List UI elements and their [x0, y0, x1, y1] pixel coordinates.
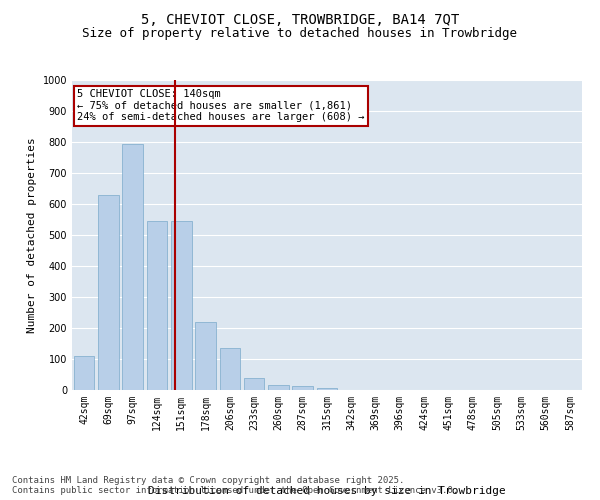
- Y-axis label: Number of detached properties: Number of detached properties: [27, 137, 37, 333]
- X-axis label: Distribution of detached houses by size in Trowbridge: Distribution of detached houses by size …: [148, 486, 506, 496]
- Text: 5, CHEVIOT CLOSE, TROWBRIDGE, BA14 7QT: 5, CHEVIOT CLOSE, TROWBRIDGE, BA14 7QT: [141, 12, 459, 26]
- Bar: [98, 194, 119, 390]
- Text: 5 CHEVIOT CLOSE: 140sqm
← 75% of detached houses are smaller (1,861)
24% of semi: 5 CHEVIOT CLOSE: 140sqm ← 75% of detache…: [77, 90, 365, 122]
- Bar: [292, 386, 313, 390]
- Bar: [171, 221, 191, 390]
- Bar: [317, 388, 337, 390]
- Bar: [74, 356, 94, 390]
- Bar: [268, 386, 289, 390]
- Bar: [122, 144, 143, 390]
- Text: Contains HM Land Registry data © Crown copyright and database right 2025.
Contai: Contains HM Land Registry data © Crown c…: [12, 476, 458, 495]
- Bar: [220, 348, 240, 390]
- Bar: [195, 322, 216, 390]
- Bar: [146, 221, 167, 390]
- Text: Size of property relative to detached houses in Trowbridge: Size of property relative to detached ho…: [83, 28, 517, 40]
- Bar: [244, 378, 265, 390]
